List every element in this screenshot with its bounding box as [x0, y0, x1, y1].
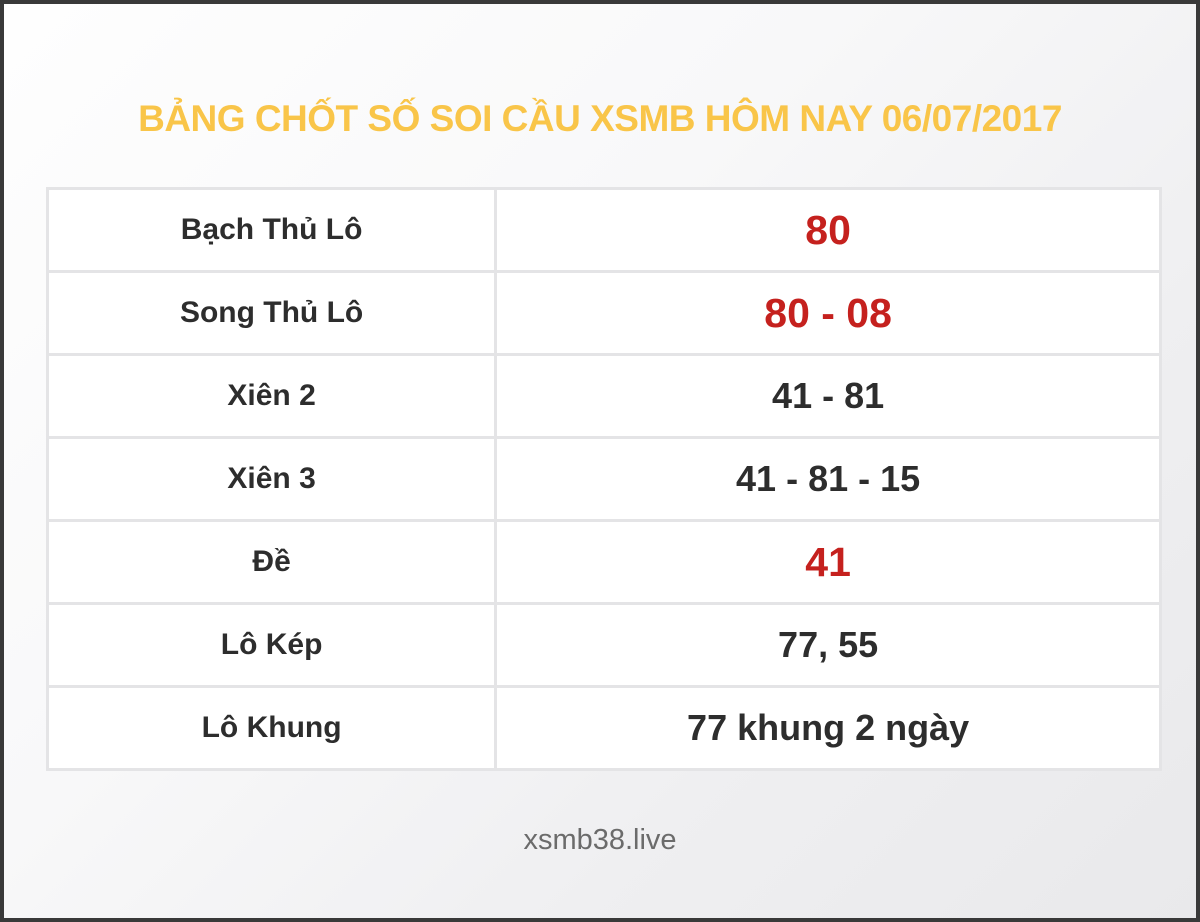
row-value: 41	[494, 519, 1162, 605]
table-row: Xiên 2 41 - 81	[45, 353, 1162, 439]
row-label: Bạch Thủ Lô	[45, 187, 498, 273]
site-watermark: xsmb38.live	[523, 824, 677, 856]
row-value: 77 khung 2 ngày	[494, 685, 1162, 771]
table-row: Xiên 3 41 - 81 - 15	[45, 436, 1162, 522]
row-label: Lô Khung	[45, 685, 498, 771]
row-value: 41 - 81 - 15	[494, 436, 1162, 522]
row-value: 41 - 81	[494, 353, 1162, 439]
row-value: 77, 55	[494, 602, 1162, 688]
prediction-table: Bạch Thủ Lô 80 Song Thủ Lô 80 - 08 Xiên 2 41 …	[45, 187, 1162, 771]
table-row: Song Thủ Lô 80 - 08	[45, 270, 1162, 356]
row-label: Song Thủ Lô	[45, 270, 498, 356]
row-label: Xiên 3	[45, 436, 498, 522]
table-row: Lô Kép 77, 55	[45, 602, 1162, 688]
row-label: Xiên 2	[45, 353, 498, 439]
table-row: Bạch Thủ Lô 80	[45, 187, 1162, 273]
prediction-table-body: Bạch Thủ Lô 80 Song Thủ Lô 80 - 08 Xiên 2 41 …	[45, 187, 1162, 771]
row-value: 80 - 08	[494, 270, 1162, 356]
page-title: BẢNG CHỐT SỐ SOI CẦU XSMB HÔM NAY 06/07/…	[138, 98, 1062, 139]
table-row: Lô Khung 77 khung 2 ngày	[45, 685, 1162, 771]
row-label: Lô Kép	[45, 602, 498, 688]
table-row: Đề 41	[45, 519, 1162, 605]
row-value: 80	[494, 187, 1162, 273]
row-label: Đề	[45, 519, 498, 605]
